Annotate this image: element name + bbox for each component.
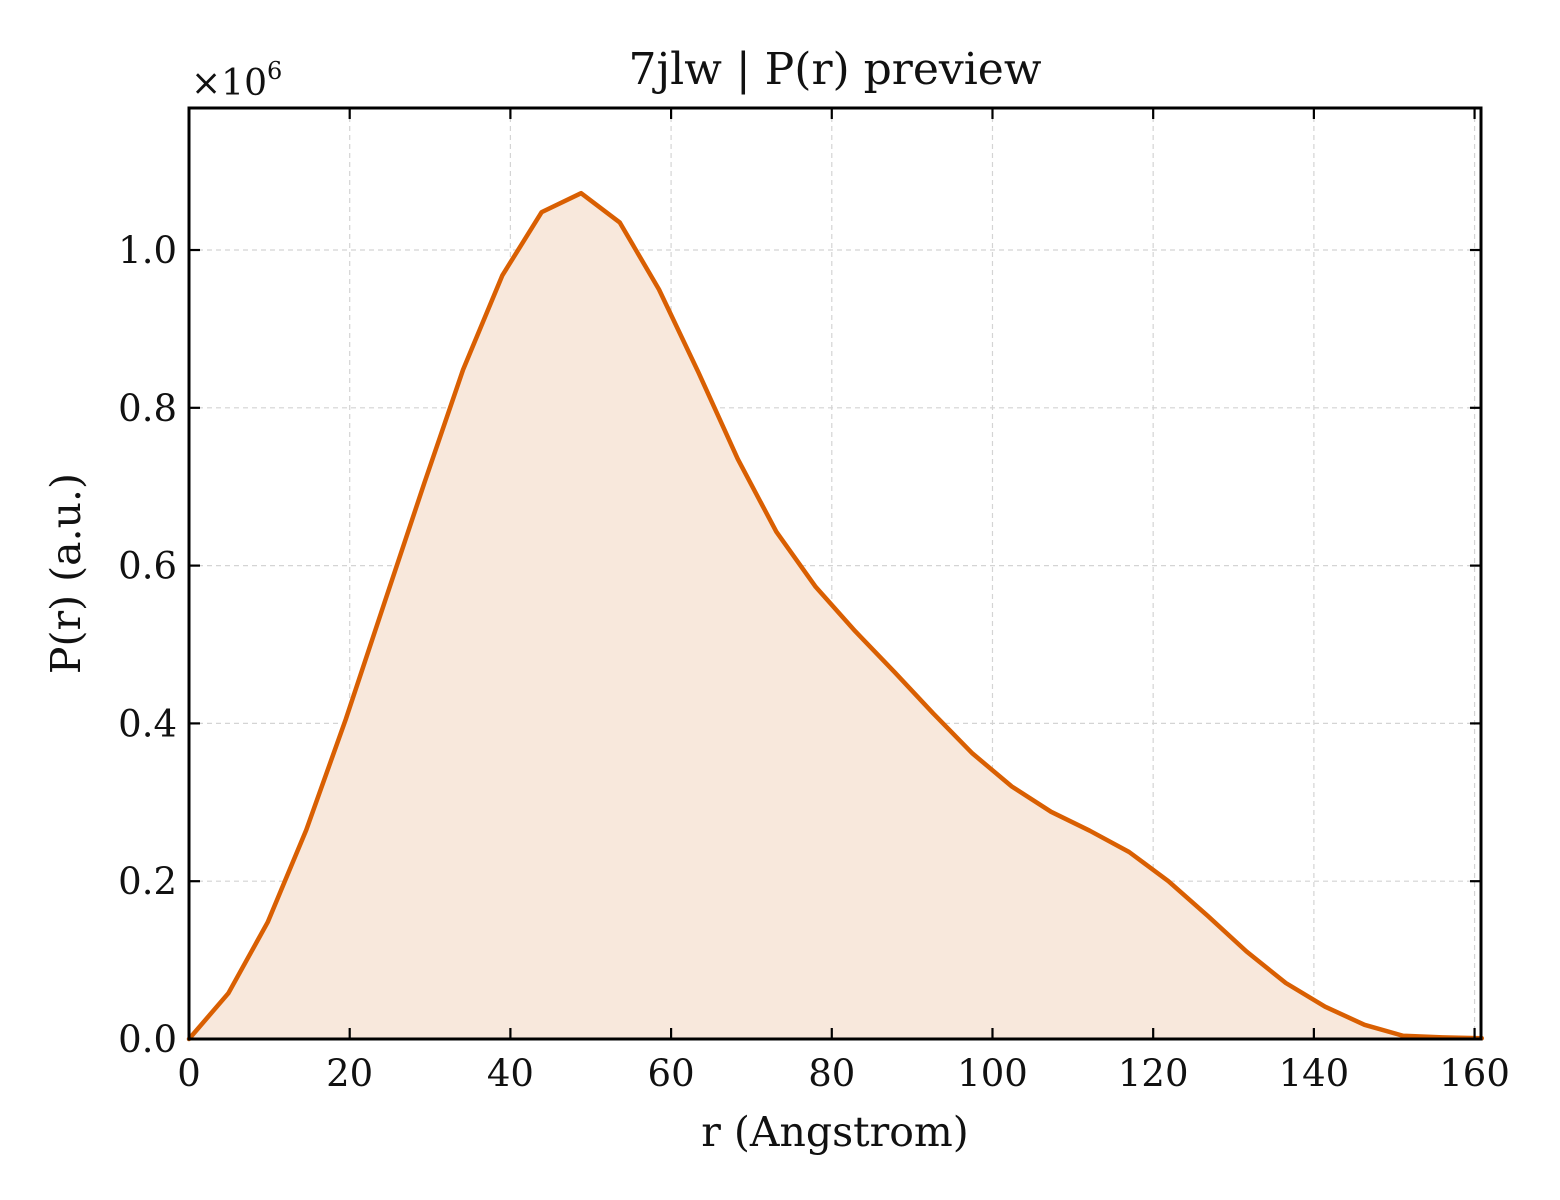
- y-tick-label: 0.4: [118, 702, 177, 745]
- y-offset-base: ×10: [191, 63, 267, 104]
- x-tick-label: 160: [1439, 1052, 1510, 1095]
- y-tick-label: 0.6: [118, 545, 177, 588]
- chart-title: 7jlw | P(r) preview: [629, 44, 1042, 95]
- y-axis-label: P(r) (a.u.): [42, 473, 90, 674]
- x-tick-label: 0: [177, 1052, 201, 1095]
- x-tick-label: 20: [326, 1052, 373, 1095]
- x-axis-ticks: 0 20 40 60 80 100 120 140 160: [177, 108, 1510, 1095]
- y-tick-label: 0.2: [118, 860, 177, 903]
- plot-frame: [187, 106, 1483, 1041]
- y-axis-ticks: 0.0 0.2 0.4 0.6 0.8 1.0: [118, 229, 1481, 1061]
- x-tick-label: 120: [1118, 1052, 1189, 1095]
- y-offset-text: ×106: [191, 57, 282, 104]
- y-offset-exponent: 6: [267, 57, 282, 85]
- pr-area-fill: [189, 193, 1482, 1039]
- y-tick-label: 0.0: [118, 1018, 177, 1061]
- x-tick-label: 100: [957, 1052, 1028, 1095]
- x-tick-label: 80: [808, 1052, 855, 1095]
- x-tick-label: 140: [1279, 1052, 1350, 1095]
- y-tick-label: 0.8: [118, 387, 177, 430]
- x-axis-label: r (Angstrom): [701, 1108, 969, 1156]
- pr-series-line: [186, 190, 1485, 1042]
- x-tick-label: 40: [487, 1052, 534, 1095]
- y-tick-label: 1.0: [118, 229, 177, 272]
- x-tick-label: 60: [648, 1052, 695, 1095]
